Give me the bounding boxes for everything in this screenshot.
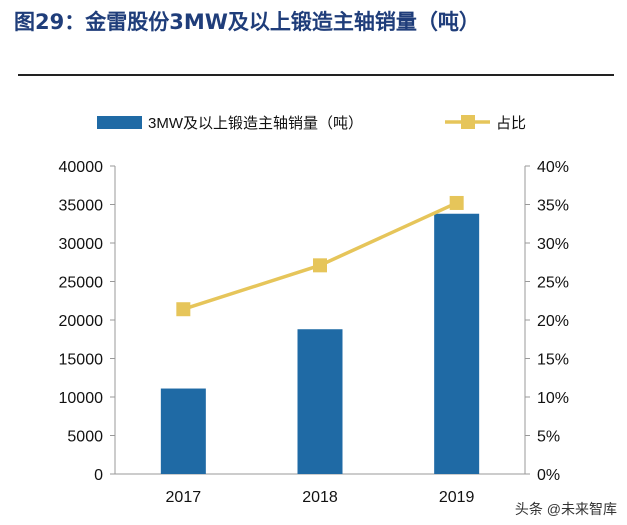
right-tick-label: 5%: [537, 429, 560, 446]
right-tick-label: 20%: [537, 313, 569, 330]
right-tick-label: 0%: [537, 467, 560, 484]
right-tick-label: 15%: [537, 352, 569, 369]
legend-line-marker: [461, 115, 475, 129]
share-marker-2019: [449, 195, 464, 210]
x-tick-label: 2018: [302, 489, 338, 506]
bar-2017: [160, 388, 206, 474]
left-tick-label: 10000: [59, 390, 104, 407]
share-marker-2017: [176, 302, 191, 317]
right-tick-label: 25%: [537, 275, 569, 292]
bar-2018: [297, 329, 343, 474]
right-tick-label: 35%: [537, 198, 569, 215]
legend-bar-label: 3MW及以上锻造主轴销量（吨）: [148, 115, 363, 132]
figure-title: 图29：金雷股份3MW及以上锻造主轴销量（吨）: [14, 10, 480, 34]
left-tick-label: 20000: [59, 313, 104, 330]
title-divider: [18, 74, 614, 76]
right-tick-label: 10%: [537, 390, 569, 407]
left-tick-label: 40000: [59, 159, 104, 176]
x-tick-label: 2017: [166, 489, 202, 506]
left-tick-label: 5000: [67, 429, 103, 446]
share-line: [182, 201, 458, 311]
left-tick-label: 25000: [59, 275, 104, 292]
right-tick-label: 40%: [537, 159, 569, 176]
left-tick-label: 30000: [59, 236, 104, 253]
left-tick-label: 35000: [59, 198, 104, 215]
right-tick-label: 30%: [537, 236, 569, 253]
left-tick-label: 15000: [59, 352, 104, 369]
x-tick-label: 2019: [439, 489, 475, 506]
left-tick-label: 0: [94, 467, 103, 484]
legend-line-label: 占比: [496, 115, 526, 132]
share-marker-2018: [313, 258, 327, 273]
watermark: 头条 @未来智库: [514, 501, 617, 517]
bar-2019: [434, 213, 480, 475]
legend-bar-swatch: [97, 116, 142, 129]
